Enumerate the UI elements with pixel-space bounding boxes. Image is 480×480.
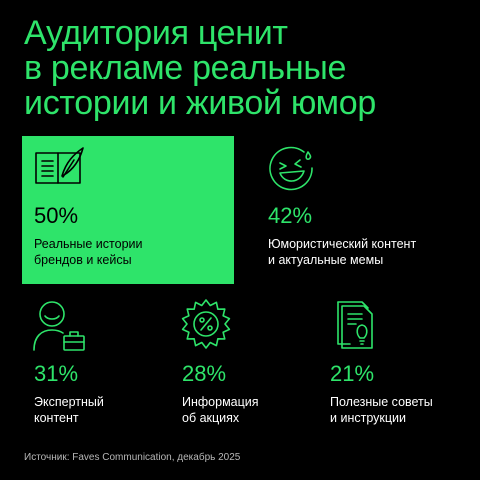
- stat-card-humor: 42% Юмористический контент и актуальные …: [256, 136, 466, 284]
- title-line-3: истории и живой юмор: [24, 84, 376, 122]
- page-title: Аудитория ценит в рекламе реальные истор…: [24, 16, 464, 121]
- stat-value: 50%: [34, 203, 79, 228]
- stat-description: Экспертный контент: [34, 395, 104, 425]
- stat-card-promotions: 28% Информация об акциях: [170, 292, 310, 442]
- laughing-face-icon: [268, 146, 316, 194]
- stat-card-expert: 31% Экспертный контент: [22, 292, 162, 442]
- stat-card-tips: 21% Полезные советы и инструкции: [318, 292, 466, 442]
- document-lightbulb-icon: [328, 298, 380, 350]
- source-note: Источник: Faves Communication, декабрь 2…: [24, 452, 241, 463]
- stat-value: 42%: [268, 203, 313, 228]
- title-line-2: в рекламе реальные: [24, 49, 347, 87]
- stat-card-real-stories: 50% Реальные истории брендов и кейсы: [22, 136, 234, 284]
- stat-description: Полезные советы и инструкции: [330, 395, 433, 425]
- book-feather-icon: [34, 147, 84, 186]
- stat-description: Реальные истории брендов и кейсы: [34, 237, 143, 267]
- title-line-1: Аудитория ценит: [24, 14, 288, 52]
- stat-description: Юмористический контент и актуальные мемы: [268, 237, 417, 267]
- expert-briefcase-icon: [32, 300, 88, 352]
- stat-value: 21%: [330, 361, 375, 386]
- stat-description: Информация об акциях: [182, 395, 259, 425]
- stat-value: 31%: [34, 361, 79, 386]
- stat-value: 28%: [182, 361, 227, 386]
- discount-badge-icon: [180, 298, 232, 350]
